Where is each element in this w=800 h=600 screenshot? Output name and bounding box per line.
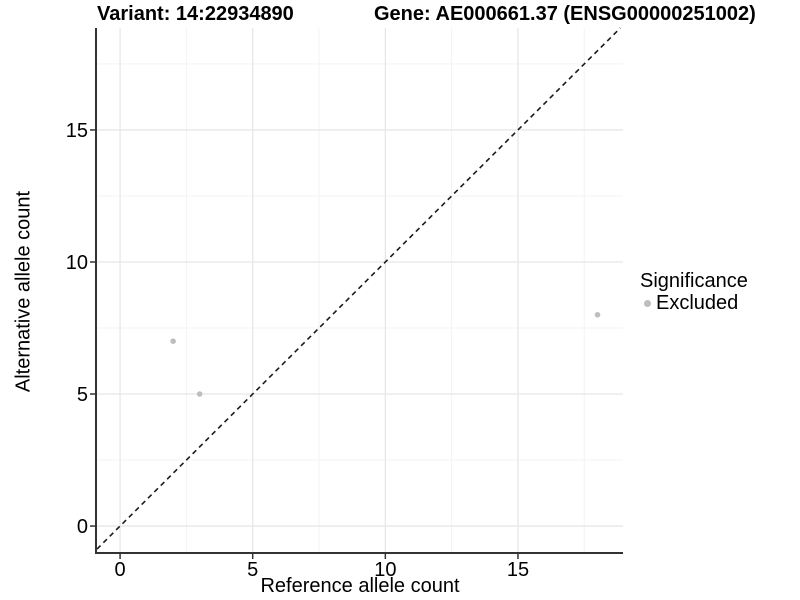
x-tick-label: 10 (374, 559, 396, 581)
x-tick-label: 5 (247, 559, 258, 581)
data-point (170, 338, 176, 345)
x-tick-label: 15 (507, 559, 529, 581)
legend-title: Significance (640, 270, 748, 292)
legend-item-label: Excluded (656, 292, 739, 314)
plot-title-gene: Gene: AE000661.37 (ENSG00000251002) (374, 3, 756, 25)
legend-item-excluded: Excluded (644, 293, 748, 313)
y-tick-label: 10 (66, 252, 88, 274)
identity-line (96, 27, 621, 550)
legend: Significance Excluded (640, 270, 748, 313)
y-axis-title: Alternative allele count (12, 190, 35, 393)
data-point (594, 311, 601, 318)
y-tick-label: 5 (77, 384, 88, 406)
x-tick-label: 0 (115, 559, 126, 581)
y-tick-label: 15 (66, 120, 88, 142)
data-point (196, 391, 203, 397)
plot-title-variant: Variant: 14:22934890 (97, 3, 294, 25)
excluded-point-icon (644, 299, 651, 307)
y-tick-label: 0 (77, 516, 88, 538)
x-axis-title: Reference allele count (260, 575, 460, 597)
